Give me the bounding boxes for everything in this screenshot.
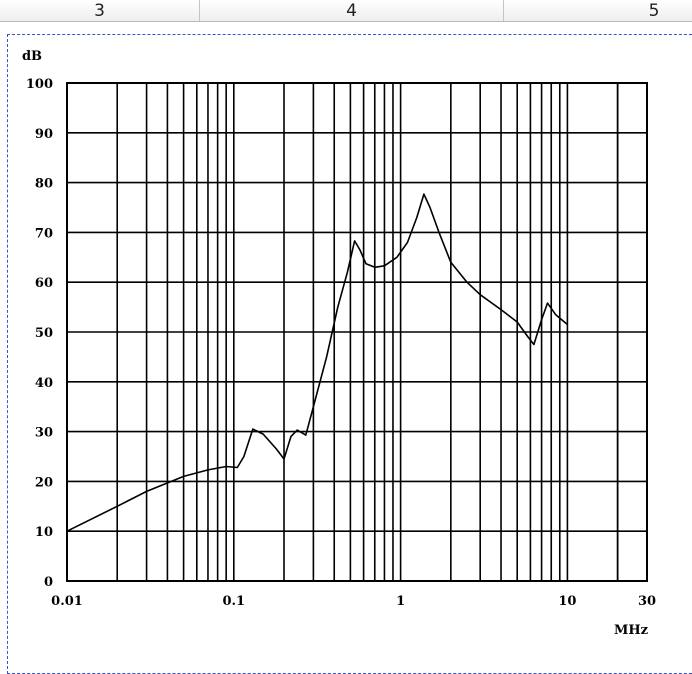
y-tick-label: 0 (44, 575, 53, 590)
y-tick-label: 50 (35, 326, 53, 341)
y-tick-label: 90 (35, 127, 53, 142)
column-header-3[interactable]: 3 (0, 0, 200, 21)
y-tick-label: 70 (35, 226, 53, 241)
x-tick-label: 0.1 (222, 594, 245, 609)
column-ruler: 3 4 5 (0, 0, 692, 22)
x-tick-label: 1 (396, 594, 405, 609)
y-tick-label: 30 (35, 426, 53, 441)
series-line (66, 193, 568, 532)
y-tick-label: 10 (35, 525, 53, 540)
x-tick-label: 10 (558, 594, 576, 609)
x-axis-label: MHz (614, 623, 648, 638)
y-tick-label: 40 (35, 376, 53, 391)
column-header-5[interactable]: 5 (648, 1, 660, 21)
column-header-4[interactable]: 4 (200, 0, 504, 21)
y-tick-label: 20 (35, 475, 53, 490)
y-tick-label: 80 (35, 177, 53, 192)
x-tick-label: 0.01 (51, 594, 83, 609)
grid-lines (67, 83, 647, 581)
x-tick-labels: 0.01 0.1 1 10 30 (51, 594, 656, 609)
y-tick-label: 60 (35, 276, 53, 291)
plot-border (66, 82, 648, 582)
y-tick-labels: 0 10 20 30 40 50 60 70 80 90 100 (26, 77, 53, 590)
emi-chart: 0 10 20 30 40 50 60 70 80 90 100 0.01 0.1 1 10 30 dB M… (22, 49, 656, 638)
x-tick-label: 30 (638, 594, 656, 609)
y-axis-label: dB (22, 49, 42, 64)
y-tick-label: 100 (26, 77, 53, 92)
